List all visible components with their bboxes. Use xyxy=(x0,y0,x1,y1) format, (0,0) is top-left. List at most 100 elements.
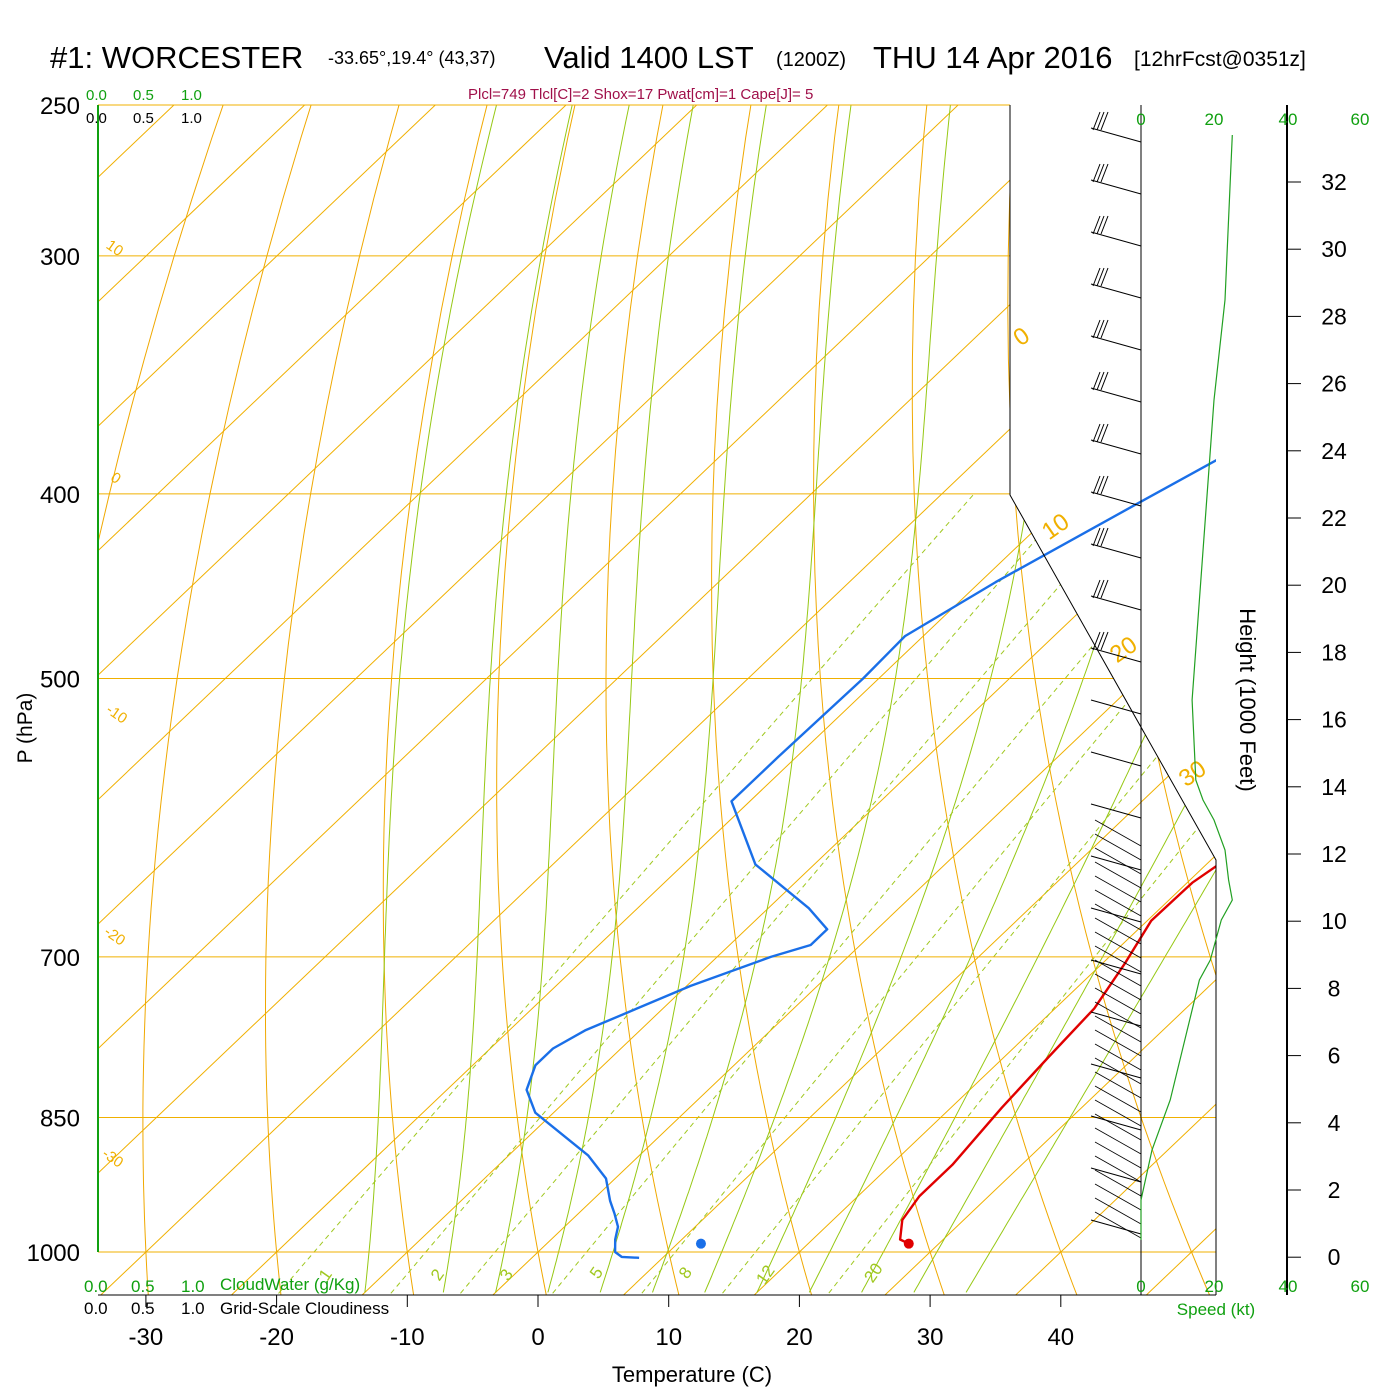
wind-barb-staff xyxy=(1090,231,1142,247)
temperature-tick-label: 30 xyxy=(917,1324,944,1351)
temperature-tick-label: 10 xyxy=(655,1324,682,1351)
wind-barb-staff-low xyxy=(1094,1183,1142,1211)
top-cl-tick: 0.0 xyxy=(86,110,107,127)
wind-barb-staff-low xyxy=(1094,833,1142,861)
wind-barb-feather xyxy=(1092,371,1101,391)
temperature-tick-label: -10 xyxy=(390,1324,425,1351)
wind-barb-staff-low xyxy=(1094,945,1142,973)
moist-adiabat-line xyxy=(495,105,630,1293)
wind-barb-feather xyxy=(1100,319,1109,339)
temperature-tick-label: -30 xyxy=(129,1324,164,1351)
dry-adiabat-line xyxy=(1189,105,1216,1295)
wind-barb-staff-low xyxy=(1094,889,1142,917)
wind-barb-feather xyxy=(1100,527,1109,547)
height-tick-label: 10 xyxy=(1321,908,1347,934)
wind-barb-staff-low xyxy=(1094,847,1142,875)
wind-barb-feather xyxy=(1092,111,1101,131)
isotherm-line xyxy=(98,105,341,1295)
speed-tick-bottom: 0 xyxy=(1136,1277,1145,1296)
moist-adiabat-line xyxy=(442,105,573,1293)
isotherm-line xyxy=(879,105,1216,1295)
wind-barb-staff xyxy=(1090,595,1142,611)
diagram-right-edge xyxy=(1009,105,1217,1295)
isotherm-line xyxy=(98,105,994,1295)
mixing-ratio-line xyxy=(635,493,1216,1295)
height-tick-label: 16 xyxy=(1321,707,1347,733)
wind-barb-staff xyxy=(1090,803,1142,819)
bottom-cw-tick: 0.5 xyxy=(131,1277,155,1296)
isobar-lines xyxy=(98,104,1216,1253)
moist-adiabat-line xyxy=(704,105,951,1293)
dry-adiabat-line xyxy=(1007,105,1213,1295)
wind-barb-feather xyxy=(1096,527,1105,547)
bottom-cw-label: CloudWater (g/Kg) xyxy=(220,1275,360,1294)
speed-axis-label: Speed (kt) xyxy=(1177,1300,1255,1319)
wind-barb-staff xyxy=(1090,491,1142,507)
temperature-tick-label: -20 xyxy=(259,1324,294,1351)
speed-tick-bottom: 60 xyxy=(1351,1277,1370,1296)
speed-tick-bottom: 40 xyxy=(1279,1277,1298,1296)
moist-adiabat-line xyxy=(808,105,1206,1293)
height-axis-label: Height (1000 Feet) xyxy=(1235,608,1260,791)
isotherm-line xyxy=(98,105,864,1295)
wind-barb-feather xyxy=(1096,631,1105,651)
mixing-ratio-line xyxy=(454,493,1139,1295)
top-cw-tick: 0.0 xyxy=(86,87,107,104)
wind-barb-staff-low xyxy=(1094,917,1142,945)
wind-barb-staff-low xyxy=(1094,1211,1142,1239)
dewpoint-line xyxy=(525,458,1216,1259)
temperature-surface-marker xyxy=(903,1238,914,1249)
wind-barb-feather xyxy=(1100,111,1109,131)
isotherm-line xyxy=(98,105,472,1295)
dry-adiabat-line xyxy=(142,105,323,1295)
bottom-cw-tick: 1.0 xyxy=(181,1277,205,1296)
isotherm-line xyxy=(98,105,1125,1295)
temperature-tick-label: 40 xyxy=(1047,1324,1074,1351)
height-tick-label: 4 xyxy=(1328,1110,1341,1136)
isotherm-label: -20 xyxy=(101,923,129,949)
wind-barb-feather xyxy=(1092,631,1101,651)
wind-barb-staff-low xyxy=(1094,1001,1142,1029)
isotherm-line xyxy=(1140,105,1216,1295)
wind-barb-feather xyxy=(1092,319,1101,339)
isotherm-label: -10 xyxy=(103,701,131,727)
station-coords: -33.65°,19.4° (43,37) xyxy=(328,48,496,68)
pressure-label: 300 xyxy=(40,244,80,271)
wind-barb-feather xyxy=(1096,423,1105,443)
wind-barb-feather xyxy=(1100,475,1109,495)
mixing-ratio-label: 20 xyxy=(860,1260,886,1286)
height-tick-label: 8 xyxy=(1328,975,1341,1001)
y-axis-label: P (hPa) xyxy=(14,693,37,764)
x-axis-label: Temperature (C) xyxy=(612,1362,772,1387)
height-tick-label: 26 xyxy=(1321,371,1347,397)
pressure-label: 850 xyxy=(40,1106,80,1133)
isotherm-label: 0 xyxy=(107,469,124,488)
wind-barb-staff xyxy=(1090,647,1142,663)
wind-barb-staff xyxy=(1090,283,1142,299)
moist-adiabat-line xyxy=(364,105,497,1293)
pressure-label: 400 xyxy=(40,482,80,509)
wind-barb-feather xyxy=(1100,163,1109,183)
forecast-info: [12hrFcst@0351z] xyxy=(1134,48,1306,71)
height-tick-label: 20 xyxy=(1321,572,1347,598)
top-cloudwater-scale: 0.0 0.5 1.0 xyxy=(86,87,202,104)
wind-barb-staff-low xyxy=(1094,1071,1142,1099)
wind-barb-feather xyxy=(1096,215,1105,235)
dry-adiabat-line xyxy=(265,105,409,1295)
wind-barb-staff-low xyxy=(1094,1015,1142,1043)
temperature-tick-label: 0 xyxy=(531,1324,544,1351)
moist-adiabat-line xyxy=(756,105,1069,1293)
wind-barb-feather xyxy=(1100,371,1109,391)
speed-axis-top: 0 20 40 60 xyxy=(1136,110,1369,129)
wind-barb-staff xyxy=(1090,1115,1142,1131)
height-tick-label: 14 xyxy=(1321,774,1347,800)
temperature-tick-label: 20 xyxy=(786,1324,813,1351)
wind-barb-staff-low xyxy=(1094,1155,1142,1183)
wind-barb-feather xyxy=(1092,423,1101,443)
speed-tick-top: 0 xyxy=(1136,110,1145,129)
dry-adiabat-line xyxy=(382,105,496,1295)
mixing-ratio-label: 3 xyxy=(496,1266,517,1285)
dry-adiabat-line xyxy=(1099,105,1216,1295)
bottom-cloudiness-scale: 0.0 0.5 1.0 Grid-Scale Cloudiness xyxy=(84,1299,389,1318)
